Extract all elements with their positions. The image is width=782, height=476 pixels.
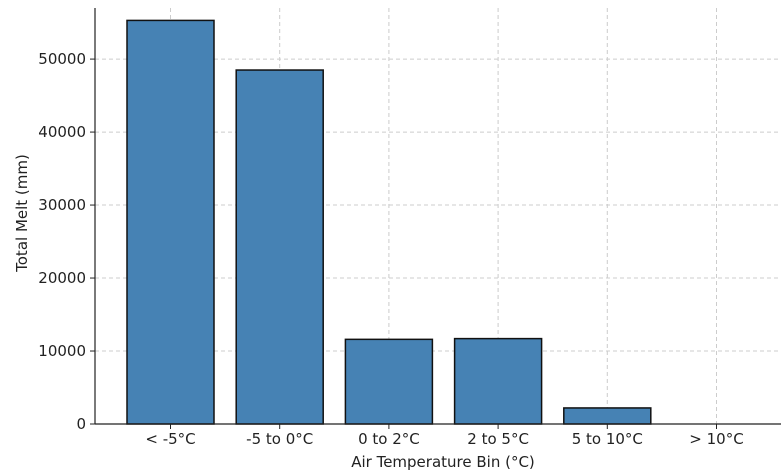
y-tick-label: 20000 [38, 269, 86, 287]
x-tick-label: 2 to 5°C [467, 430, 529, 448]
bar [344, 338, 434, 425]
x-tick-label: 0 to 2°C [358, 430, 420, 448]
bar [235, 69, 324, 425]
x-tick-label: < -5°C [145, 430, 195, 448]
y-tick-label: 50000 [38, 50, 86, 68]
bar [453, 337, 543, 425]
bar-layer [126, 19, 652, 425]
x-tick-label: -5 to 0°C [246, 430, 313, 448]
y-axis-label: Total Melt (mm) [13, 154, 31, 273]
bar [126, 19, 215, 425]
bar [563, 407, 652, 425]
y-tick-label: 10000 [38, 342, 86, 360]
x-tick-label: 5 to 10°C [572, 430, 643, 448]
x-tick-label: > 10°C [689, 430, 743, 448]
y-tick-label: 30000 [38, 196, 86, 214]
axis-layer: 0 10000 20000 30000 40000 50000 < -5°C -5 to 0°… [38, 8, 781, 448]
y-tick-label: 0 [76, 415, 86, 433]
y-tick-label: 40000 [38, 123, 86, 141]
x-axis-label: Air Temperature Bin (°C) [351, 453, 535, 471]
